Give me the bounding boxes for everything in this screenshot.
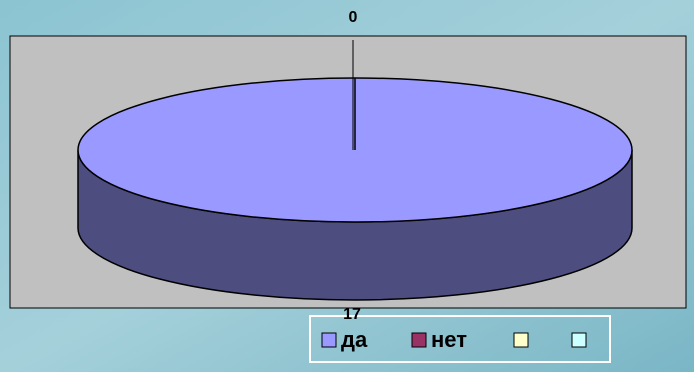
data-label: 0 — [349, 9, 358, 26]
legend-box — [309, 315, 611, 363]
legend-swatch — [411, 332, 427, 348]
legend-swatch — [513, 332, 529, 348]
legend-label: да — [341, 327, 368, 352]
legend-swatch — [321, 332, 337, 348]
legend-swatch — [571, 332, 587, 348]
data-label: 17 — [343, 306, 361, 323]
legend-label: нет — [431, 327, 467, 352]
